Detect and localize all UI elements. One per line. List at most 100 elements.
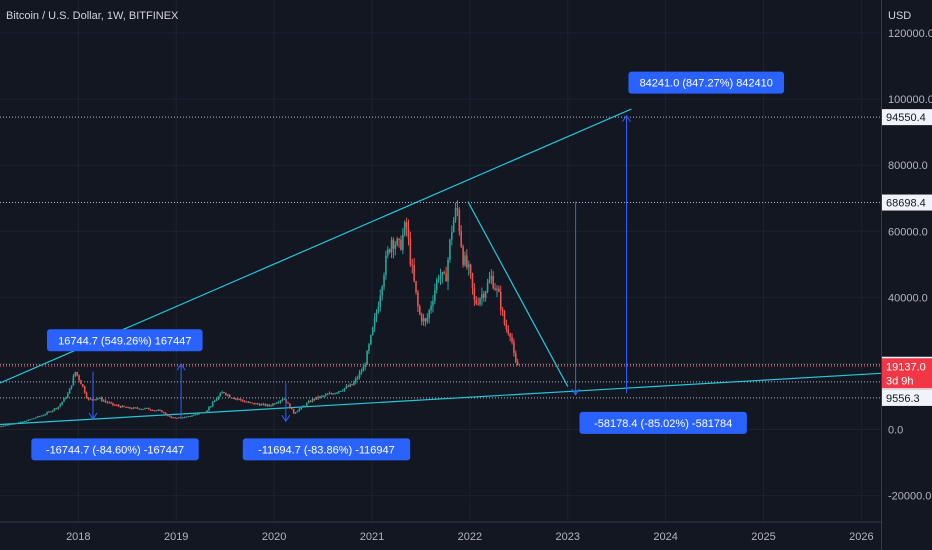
candle-body [189, 416, 191, 418]
candle-body [255, 403, 257, 405]
candle-body [435, 279, 438, 290]
candle-body [298, 408, 301, 412]
candle-body [91, 398, 94, 400]
candle-body [322, 395, 325, 397]
candle-body [458, 209, 461, 232]
candle-body [217, 396, 220, 400]
candle-body [505, 324, 508, 330]
candle-body [183, 417, 186, 419]
candle-body [405, 222, 408, 228]
candle-body [245, 401, 248, 403]
x-tick-label: 2018 [66, 531, 90, 543]
candle-body [204, 412, 206, 414]
level-price-label: 9556.3 [886, 393, 920, 405]
candle-body [456, 208, 459, 210]
candle-body [381, 286, 383, 296]
candle-body [462, 246, 464, 266]
measure-2019-crash-box [242, 438, 411, 461]
candle-body [272, 403, 274, 406]
measure-2018-crash-label: -16744.7 (-84.60%) -167447 [46, 444, 184, 456]
candle-body [260, 404, 263, 406]
measure-2018-crash-arrow [88, 412, 98, 420]
candle-body [151, 410, 154, 412]
candle-body [394, 245, 397, 249]
candle-body [386, 249, 389, 256]
candle-body [159, 410, 161, 412]
candle-body [315, 396, 318, 400]
candle-body [213, 400, 216, 403]
candle-body [347, 386, 350, 388]
candle-body [93, 399, 95, 401]
candle-body [55, 408, 58, 410]
candle-body [336, 392, 338, 394]
candle-body [38, 416, 41, 418]
candle-body [377, 306, 380, 313]
candle-body [420, 314, 423, 322]
candle-body [262, 403, 265, 405]
candle-body [511, 336, 513, 342]
candle-body [283, 398, 286, 400]
candle-body [364, 364, 367, 367]
candle-body [304, 405, 306, 407]
lower-trendline [0, 372, 882, 426]
candle-countdown-label: 3d 9h [886, 375, 914, 387]
candle-body [358, 372, 361, 378]
x-tick-label: 2019 [164, 531, 188, 543]
level-price-label: 68698.4 [886, 198, 926, 210]
candle-body [449, 239, 451, 260]
candle-body [441, 272, 444, 277]
candle-body [496, 288, 498, 290]
candle-body [289, 403, 291, 409]
candle-body [97, 398, 99, 400]
candle-body [413, 265, 415, 282]
candle-body [253, 402, 255, 405]
candle-body [21, 421, 24, 423]
candle-body [25, 420, 28, 422]
candle-body [396, 238, 399, 246]
candle-body [264, 403, 267, 406]
current-price-box [881, 358, 932, 389]
candle-body [19, 421, 22, 423]
candle-body [187, 416, 190, 418]
candle-body [76, 371, 78, 376]
candle-body [319, 396, 321, 399]
candle-body [275, 402, 278, 404]
candle-body [48, 411, 50, 413]
candle-body [371, 327, 374, 336]
current-price-label: 19137.0 [886, 361, 926, 373]
candle-body [68, 388, 71, 394]
candle-body [243, 401, 246, 403]
x-tick-label: 2022 [458, 531, 482, 543]
candle-body [1, 425, 3, 427]
candle-body [411, 264, 414, 266]
candle-body [176, 417, 178, 419]
candle-body [339, 390, 342, 392]
candle-body [338, 391, 340, 393]
candle-body [469, 264, 472, 274]
candle-body [50, 411, 52, 413]
candle-body [232, 398, 235, 400]
candle-body [147, 407, 150, 410]
candle-body [466, 255, 468, 268]
candle-body [57, 406, 60, 409]
candle-body [507, 329, 510, 334]
candle-body [311, 398, 314, 402]
candle-body [422, 318, 425, 322]
candle-body [142, 408, 144, 410]
candle-body [27, 419, 30, 421]
candle-body [418, 306, 421, 315]
candle-body [191, 415, 193, 417]
candle-body [302, 405, 304, 407]
candle-body [503, 311, 506, 325]
candle-body [172, 417, 174, 419]
candle-body [294, 412, 297, 414]
candle-body [125, 406, 127, 408]
candle-body [121, 405, 124, 408]
measure-2023-projection-box [628, 71, 785, 94]
candle-body [513, 341, 515, 354]
candle-body [268, 404, 270, 406]
candle-body [334, 393, 336, 395]
candle-body [366, 351, 368, 365]
candle-body [238, 398, 240, 400]
